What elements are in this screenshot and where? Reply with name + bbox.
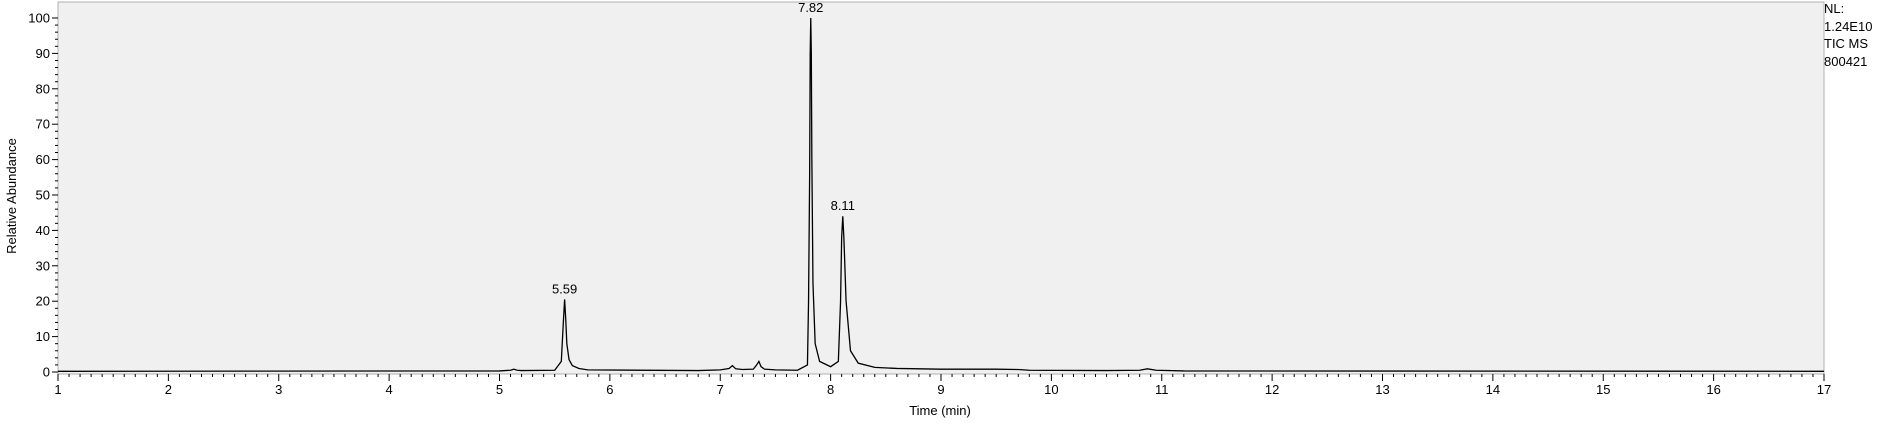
y-tick-label: 30 xyxy=(36,258,50,273)
info-line: 800421 xyxy=(1824,53,1868,69)
y-tick-label: 80 xyxy=(36,81,50,96)
x-tick-label: 7 xyxy=(717,382,724,397)
peak-label: 5.59 xyxy=(552,281,577,296)
y-tick-label: 40 xyxy=(36,223,50,238)
peak-label: 8.11 xyxy=(831,198,855,213)
x-tick-label: 5 xyxy=(496,382,503,397)
info-line: 1.24E10 xyxy=(1824,18,1873,34)
x-tick-label: 16 xyxy=(1706,382,1720,397)
info-line: TIC MS xyxy=(1824,36,1869,51)
y-axis: 0 10 20 30 40 50 60 70 80 90 100 xyxy=(28,11,58,380)
x-tick-label: 15 xyxy=(1596,382,1610,397)
x-tick-label: 4 xyxy=(386,382,393,397)
x-tick-label: 6 xyxy=(606,382,613,397)
x-tick-label: 17 xyxy=(1817,382,1831,397)
y-tick-label: 20 xyxy=(36,294,50,309)
y-tick-label: 50 xyxy=(36,188,50,203)
x-tick-label: 9 xyxy=(937,382,944,397)
x-tick-label: 2 xyxy=(165,382,172,397)
y-tick-label: 10 xyxy=(36,329,50,344)
x-tick-label: 11 xyxy=(1155,382,1169,397)
peak-labels: 5.59 7.82 8.11 xyxy=(552,0,855,296)
info-line: NL: xyxy=(1824,1,1845,16)
x-tick-label: 14 xyxy=(1486,382,1500,397)
x-tick-label: 12 xyxy=(1265,382,1279,397)
tic-trace xyxy=(57,17,1825,372)
x-tick-label: 13 xyxy=(1375,382,1389,397)
y-tick-label: 60 xyxy=(36,152,50,167)
y-tick-label: 90 xyxy=(36,46,50,61)
y-tick-label: 100 xyxy=(28,11,50,26)
y-tick-label: 70 xyxy=(36,117,50,132)
x-tick-label: 1 xyxy=(54,382,61,397)
x-tick-label: 10 xyxy=(1044,382,1058,397)
x-axis: 1 2 3 4 5 6 7 8 9 10 11 12 13 14 15 16 17 xyxy=(54,374,1831,397)
x-tick-label: 8 xyxy=(827,382,834,397)
peak-label: 7.82 xyxy=(798,0,823,15)
plot-area xyxy=(57,1,1825,375)
y-tick-label: 0 xyxy=(43,365,50,380)
info-panel: NL: 1.24E10 TIC MS 800421 xyxy=(1824,0,1872,70)
y-axis-label: Relative Abundance xyxy=(4,138,19,254)
x-tick-label: 3 xyxy=(275,382,282,397)
x-axis-label: Time (min) xyxy=(909,403,971,418)
